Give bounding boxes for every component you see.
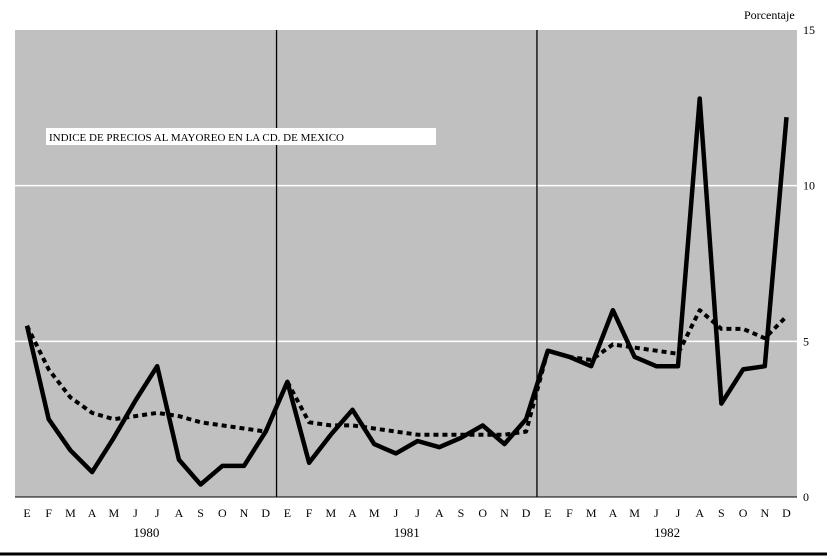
x-tick-label: O	[739, 506, 748, 520]
x-tick-label: M	[586, 506, 597, 520]
x-tick-label: F	[306, 506, 313, 520]
gridlines	[15, 184, 797, 343]
x-tick-label: S	[458, 506, 465, 520]
x-tick-label: D	[261, 506, 270, 520]
year-label: 1980	[133, 525, 159, 540]
x-tick-label: N	[240, 506, 249, 520]
x-tick-label: J	[415, 506, 420, 520]
x-tick-label: S	[197, 506, 204, 520]
x-tick-label: M	[108, 506, 119, 520]
plot-area	[15, 30, 797, 497]
year-label: 1981	[394, 525, 420, 540]
y-tick-label: 10	[803, 179, 815, 193]
x-tick-label: M	[65, 506, 76, 520]
series-layer	[24, 96, 789, 487]
x-tick-label: A	[435, 506, 444, 520]
x-tick-label: M	[629, 506, 640, 520]
y-tick-label: 15	[803, 23, 815, 37]
y-axis-label: Porcentaje	[744, 8, 795, 22]
x-tick-label: J	[676, 506, 681, 520]
year-dividers	[275, 30, 538, 497]
y-tick-labels: 0 5 10 15	[803, 23, 815, 504]
x-tick-label: O	[478, 506, 487, 520]
x-tick-label: D	[782, 506, 791, 520]
x-tick-label: M	[369, 506, 380, 520]
y-tick-label: 5	[803, 334, 809, 348]
x-tick-label: E	[23, 506, 30, 520]
title-box	[46, 128, 436, 145]
year-labels: 1980 1981 1982	[133, 525, 680, 540]
x-tick-label: E	[284, 506, 291, 520]
x-tick-label: J	[394, 506, 399, 520]
year-label: 1982	[654, 525, 680, 540]
chart-title: INDICE DE PRECIOS AL MAYOREO EN LA CD. D…	[49, 132, 344, 144]
x-tick-label: A	[175, 506, 184, 520]
x-tick-label: A	[88, 506, 97, 520]
x-tick-label: F	[566, 506, 573, 520]
x-tick-label: A	[348, 506, 357, 520]
y-tick-label: 0	[803, 490, 809, 504]
x-tick-label: A	[695, 506, 704, 520]
x-tick-label: M	[325, 506, 336, 520]
series-line-solid	[24, 96, 789, 487]
series-line-dotted	[25, 308, 788, 437]
x-tick-label: N	[500, 506, 509, 520]
x-tick-label: D	[522, 506, 531, 520]
x-tick-label: J	[155, 506, 160, 520]
x-tick-label: F	[45, 506, 52, 520]
x-tick-label: J	[654, 506, 659, 520]
x-tick-label: S	[718, 506, 725, 520]
x-tick-label: N	[760, 506, 769, 520]
x-tick-label: J	[133, 506, 138, 520]
x-tick-label: A	[609, 506, 618, 520]
x-tick-label: O	[218, 506, 227, 520]
x-tick-label: E	[544, 506, 551, 520]
